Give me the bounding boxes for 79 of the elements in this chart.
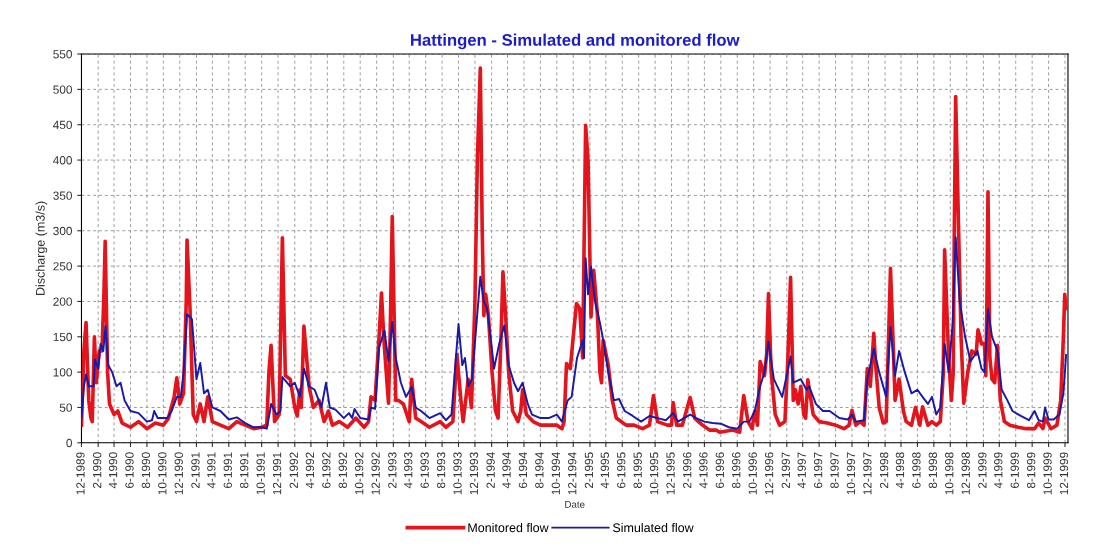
x-tick-label: 10-1995 — [649, 452, 659, 495]
x-tick-label: 12-1995 — [666, 452, 675, 495]
y-axis-title: Discharge (m3/s) — [35, 201, 48, 295]
x-tick-label: 2-1991 — [191, 452, 200, 488]
y-tick-label: 350 — [53, 191, 72, 200]
x-tick-label: 12-1992 — [371, 452, 380, 495]
x-tick-label: 12-1989 — [76, 452, 85, 495]
x-tick-label: 6-1993 — [420, 452, 429, 488]
x-tick-label: 10-1991 — [256, 452, 265, 495]
y-tick-label: 300 — [53, 226, 72, 236]
x-tick-label: 6-1999 — [1010, 452, 1019, 488]
x-tick-label: 10-1998 — [945, 452, 954, 495]
x-tick-label: 4-1990 — [108, 452, 118, 489]
x-tick-label: 8-1995 — [633, 452, 642, 489]
x-tick-label: 12-1997 — [863, 452, 872, 495]
y-tick-label: 250 — [53, 262, 72, 271]
x-tick-label: 4-1997 — [797, 452, 806, 489]
x-tick-label: 8-1994 — [535, 452, 544, 489]
x-tick-label: 4-1991 — [207, 452, 216, 489]
x-tick-label: 4-1993 — [404, 452, 413, 489]
y-tick-label: 500 — [53, 85, 72, 94]
x-tick-label: 4-1994 — [502, 452, 511, 489]
x-tick-label: 8-1996 — [732, 452, 741, 489]
x-tick-label: 12-1998 — [961, 452, 970, 495]
x-tick-label: 8-1999 — [1026, 452, 1036, 489]
x-tick-label: 12-1996 — [764, 452, 774, 495]
x-tick-label: 8-1997 — [830, 452, 839, 489]
x-tick-label: 12-1990 — [174, 452, 183, 495]
x-tick-label: 4-1996 — [699, 452, 708, 489]
x-tick-label: 2-1997 — [781, 452, 790, 488]
x-axis-title: Date — [565, 501, 585, 508]
x-tick-label: 4-1995 — [600, 452, 609, 489]
x-tick-label: 2-1998 — [879, 452, 889, 488]
x-tick-label: 6-1992 — [322, 452, 331, 488]
x-tick-label: 12-1993 — [469, 452, 479, 495]
x-tick-label: 2-1996 — [683, 452, 692, 488]
x-tick-label: 6-1998 — [912, 452, 921, 488]
x-tick-label: 10-1999 — [1043, 452, 1052, 495]
y-tick-label: 150 — [53, 332, 72, 342]
chart-title: Hattingen - Simulated and monitored flow — [411, 33, 740, 50]
legend-label: Monitored flow — [468, 522, 549, 533]
x-tick-label: 10-1990 — [158, 452, 167, 495]
x-tick-label: 10-1997 — [846, 452, 856, 495]
x-tick-label: 6-1995 — [617, 452, 626, 488]
x-tick-label: 10-1994 — [551, 452, 560, 495]
x-tick-label: 8-1993 — [436, 452, 446, 489]
legend-label: Simulated flow — [612, 522, 694, 533]
x-tick-label: 8-1990 — [141, 452, 151, 489]
x-tick-label: 8-1991 — [240, 452, 249, 489]
x-tick-label: 8-1998 — [928, 452, 938, 489]
x-tick-label: 10-1993 — [453, 452, 462, 495]
x-tick-label: 2-1994 — [486, 452, 495, 488]
x-tick-label: 6-1994 — [518, 452, 528, 488]
x-tick-label: 4-1992 — [305, 452, 315, 489]
x-tick-label: 6-1997 — [813, 452, 823, 488]
y-tick-label: 0 — [66, 438, 72, 448]
x-tick-label: 10-1996 — [748, 452, 757, 495]
x-tick-label: 6-1991 — [223, 452, 232, 488]
x-tick-label: 12-1994 — [568, 452, 577, 495]
x-tick-label: 2-1993 — [388, 452, 397, 488]
y-tick-label: 100 — [53, 368, 72, 377]
x-tick-label: 2-1999 — [978, 452, 987, 488]
x-tick-label: 12-1999 — [1059, 452, 1069, 495]
x-tick-label: 4-1999 — [994, 452, 1003, 489]
x-tick-label: 10-1992 — [355, 452, 364, 495]
x-tick-label: 4-1998 — [895, 452, 905, 489]
x-tick-label: 2-1990 — [92, 452, 102, 488]
x-tick-label: 8-1992 — [338, 452, 347, 489]
y-tick-label: 450 — [53, 120, 72, 130]
line-series — [81, 236, 1068, 430]
y-tick-label: 550 — [53, 50, 72, 59]
x-tick-label: 2-1992 — [289, 452, 298, 488]
x-tick-label: 12-1991 — [272, 452, 282, 495]
x-tick-label: 2-1995 — [584, 452, 594, 488]
y-tick-label: 200 — [53, 297, 72, 306]
y-tick-label: 400 — [53, 156, 72, 165]
y-tick-label: 50 — [59, 403, 72, 412]
x-tick-label: 6-1990 — [125, 452, 134, 488]
x-tick-label: 6-1996 — [715, 452, 724, 488]
